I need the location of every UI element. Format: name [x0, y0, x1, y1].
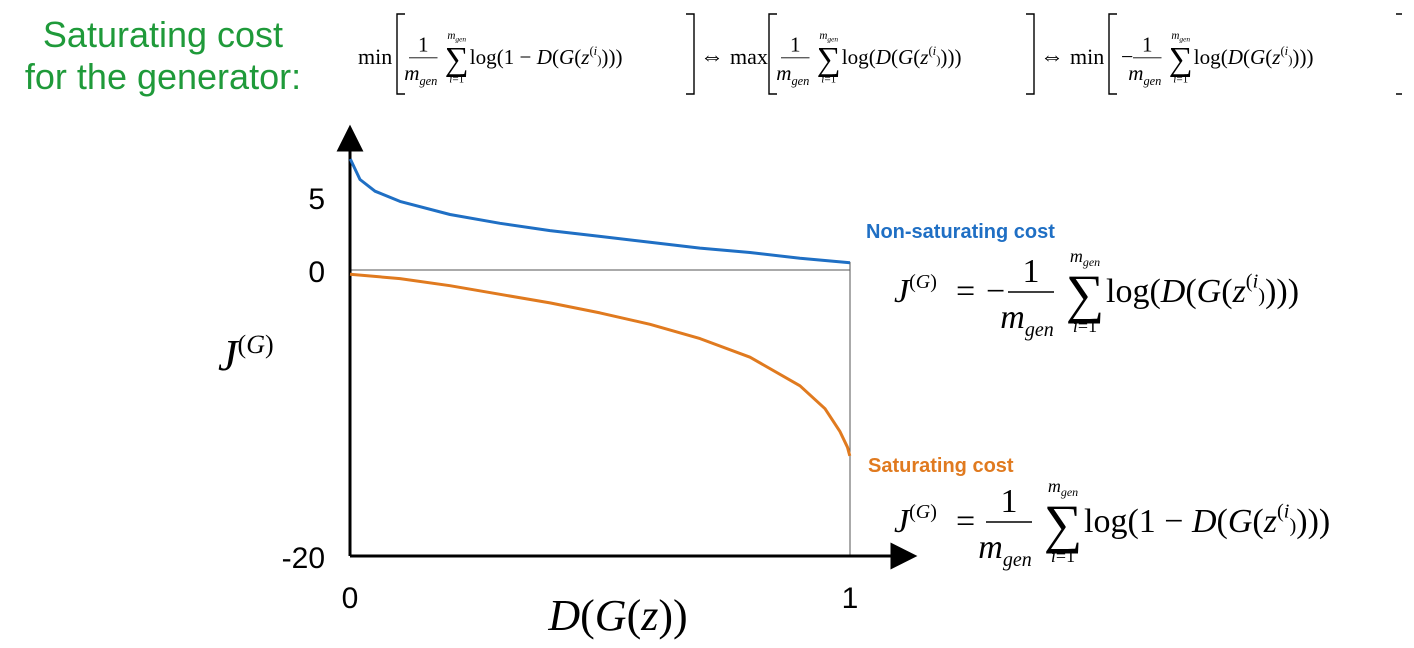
y-tick-label-minus-20: -20 [282, 542, 325, 575]
svg-text:J(G): J(G) [894, 271, 937, 310]
svg-text:1: 1 [418, 33, 429, 57]
heading: Saturating cost for the generator: [18, 14, 308, 98]
svg-text:i=1: i=1 [1051, 546, 1075, 566]
svg-text:∑: ∑ [1066, 264, 1105, 324]
x-axis-title: D(G(z)) [547, 591, 687, 640]
x-tick-label-1: 1 [842, 582, 859, 615]
saturating-cost-line [349, 272, 852, 457]
svg-text:mgen: mgen [447, 30, 466, 43]
svg-text:−: − [986, 273, 1005, 310]
svg-text:max: max [730, 44, 768, 69]
saturating-label: Saturating cost [868, 455, 1014, 477]
svg-text:=: = [956, 503, 975, 540]
svg-text:∑: ∑ [817, 41, 841, 78]
svg-text:min: min [1070, 44, 1104, 69]
svg-text:i=1: i=1 [449, 74, 464, 86]
svg-text:i=1: i=1 [821, 74, 836, 86]
svg-text:mgen: mgen [1048, 476, 1078, 499]
svg-text:−: − [1121, 44, 1133, 69]
svg-text:log(1 − D(G(z(i)))): log(1 − D(G(z(i)))) [470, 44, 623, 69]
svg-text:mgen: mgen [404, 61, 437, 88]
svg-text:1: 1 [1142, 33, 1153, 57]
svg-text:∑: ∑ [1044, 494, 1083, 554]
svg-text:mgen: mgen [1070, 246, 1100, 269]
svg-text:mgen: mgen [1128, 61, 1161, 88]
svg-text:mgen: mgen [1000, 299, 1053, 341]
svg-text:i=1: i=1 [1173, 74, 1188, 86]
svg-text:log(1 − D(G(z(i)))): log(1 − D(G(z(i)))) [1084, 501, 1330, 540]
svg-text:∑: ∑ [1169, 41, 1193, 78]
svg-text:⇔: ⇔ [700, 44, 724, 70]
svg-text:1: 1 [1023, 253, 1040, 290]
svg-text:mgen: mgen [1171, 30, 1190, 43]
svg-text:∑: ∑ [445, 41, 469, 78]
svg-text:i=1: i=1 [1073, 316, 1097, 336]
svg-text:1: 1 [1001, 483, 1018, 520]
y-axis-title: J(G) [218, 330, 274, 380]
y-tick-label-0: 0 [308, 256, 325, 289]
heading-line-1: Saturating cost [42, 14, 284, 55]
x-tick-label-0: 0 [342, 582, 359, 615]
svg-text:min: min [358, 44, 392, 69]
svg-text:=: = [956, 273, 975, 310]
svg-text:mgen: mgen [776, 61, 809, 88]
svg-text:⇔: ⇔ [1040, 44, 1064, 70]
heading-line-2: for the generator: [24, 56, 302, 97]
svg-text:mgen: mgen [819, 30, 838, 43]
svg-text:1: 1 [790, 33, 801, 57]
svg-text:log(D(G(z(i)))): log(D(G(z(i)))) [1194, 44, 1314, 69]
non-saturating-label: Non-saturating cost [866, 221, 1055, 243]
y-tick-label-5: 5 [308, 183, 325, 216]
svg-text:J(G): J(G) [894, 501, 937, 540]
non-saturating-cost-line [348, 158, 851, 265]
svg-text:mgen: mgen [978, 529, 1031, 571]
svg-text:log(D(G(z(i)))): log(D(G(z(i)))) [1106, 271, 1299, 310]
svg-text:log(D(G(z(i)))): log(D(G(z(i)))) [842, 44, 962, 69]
